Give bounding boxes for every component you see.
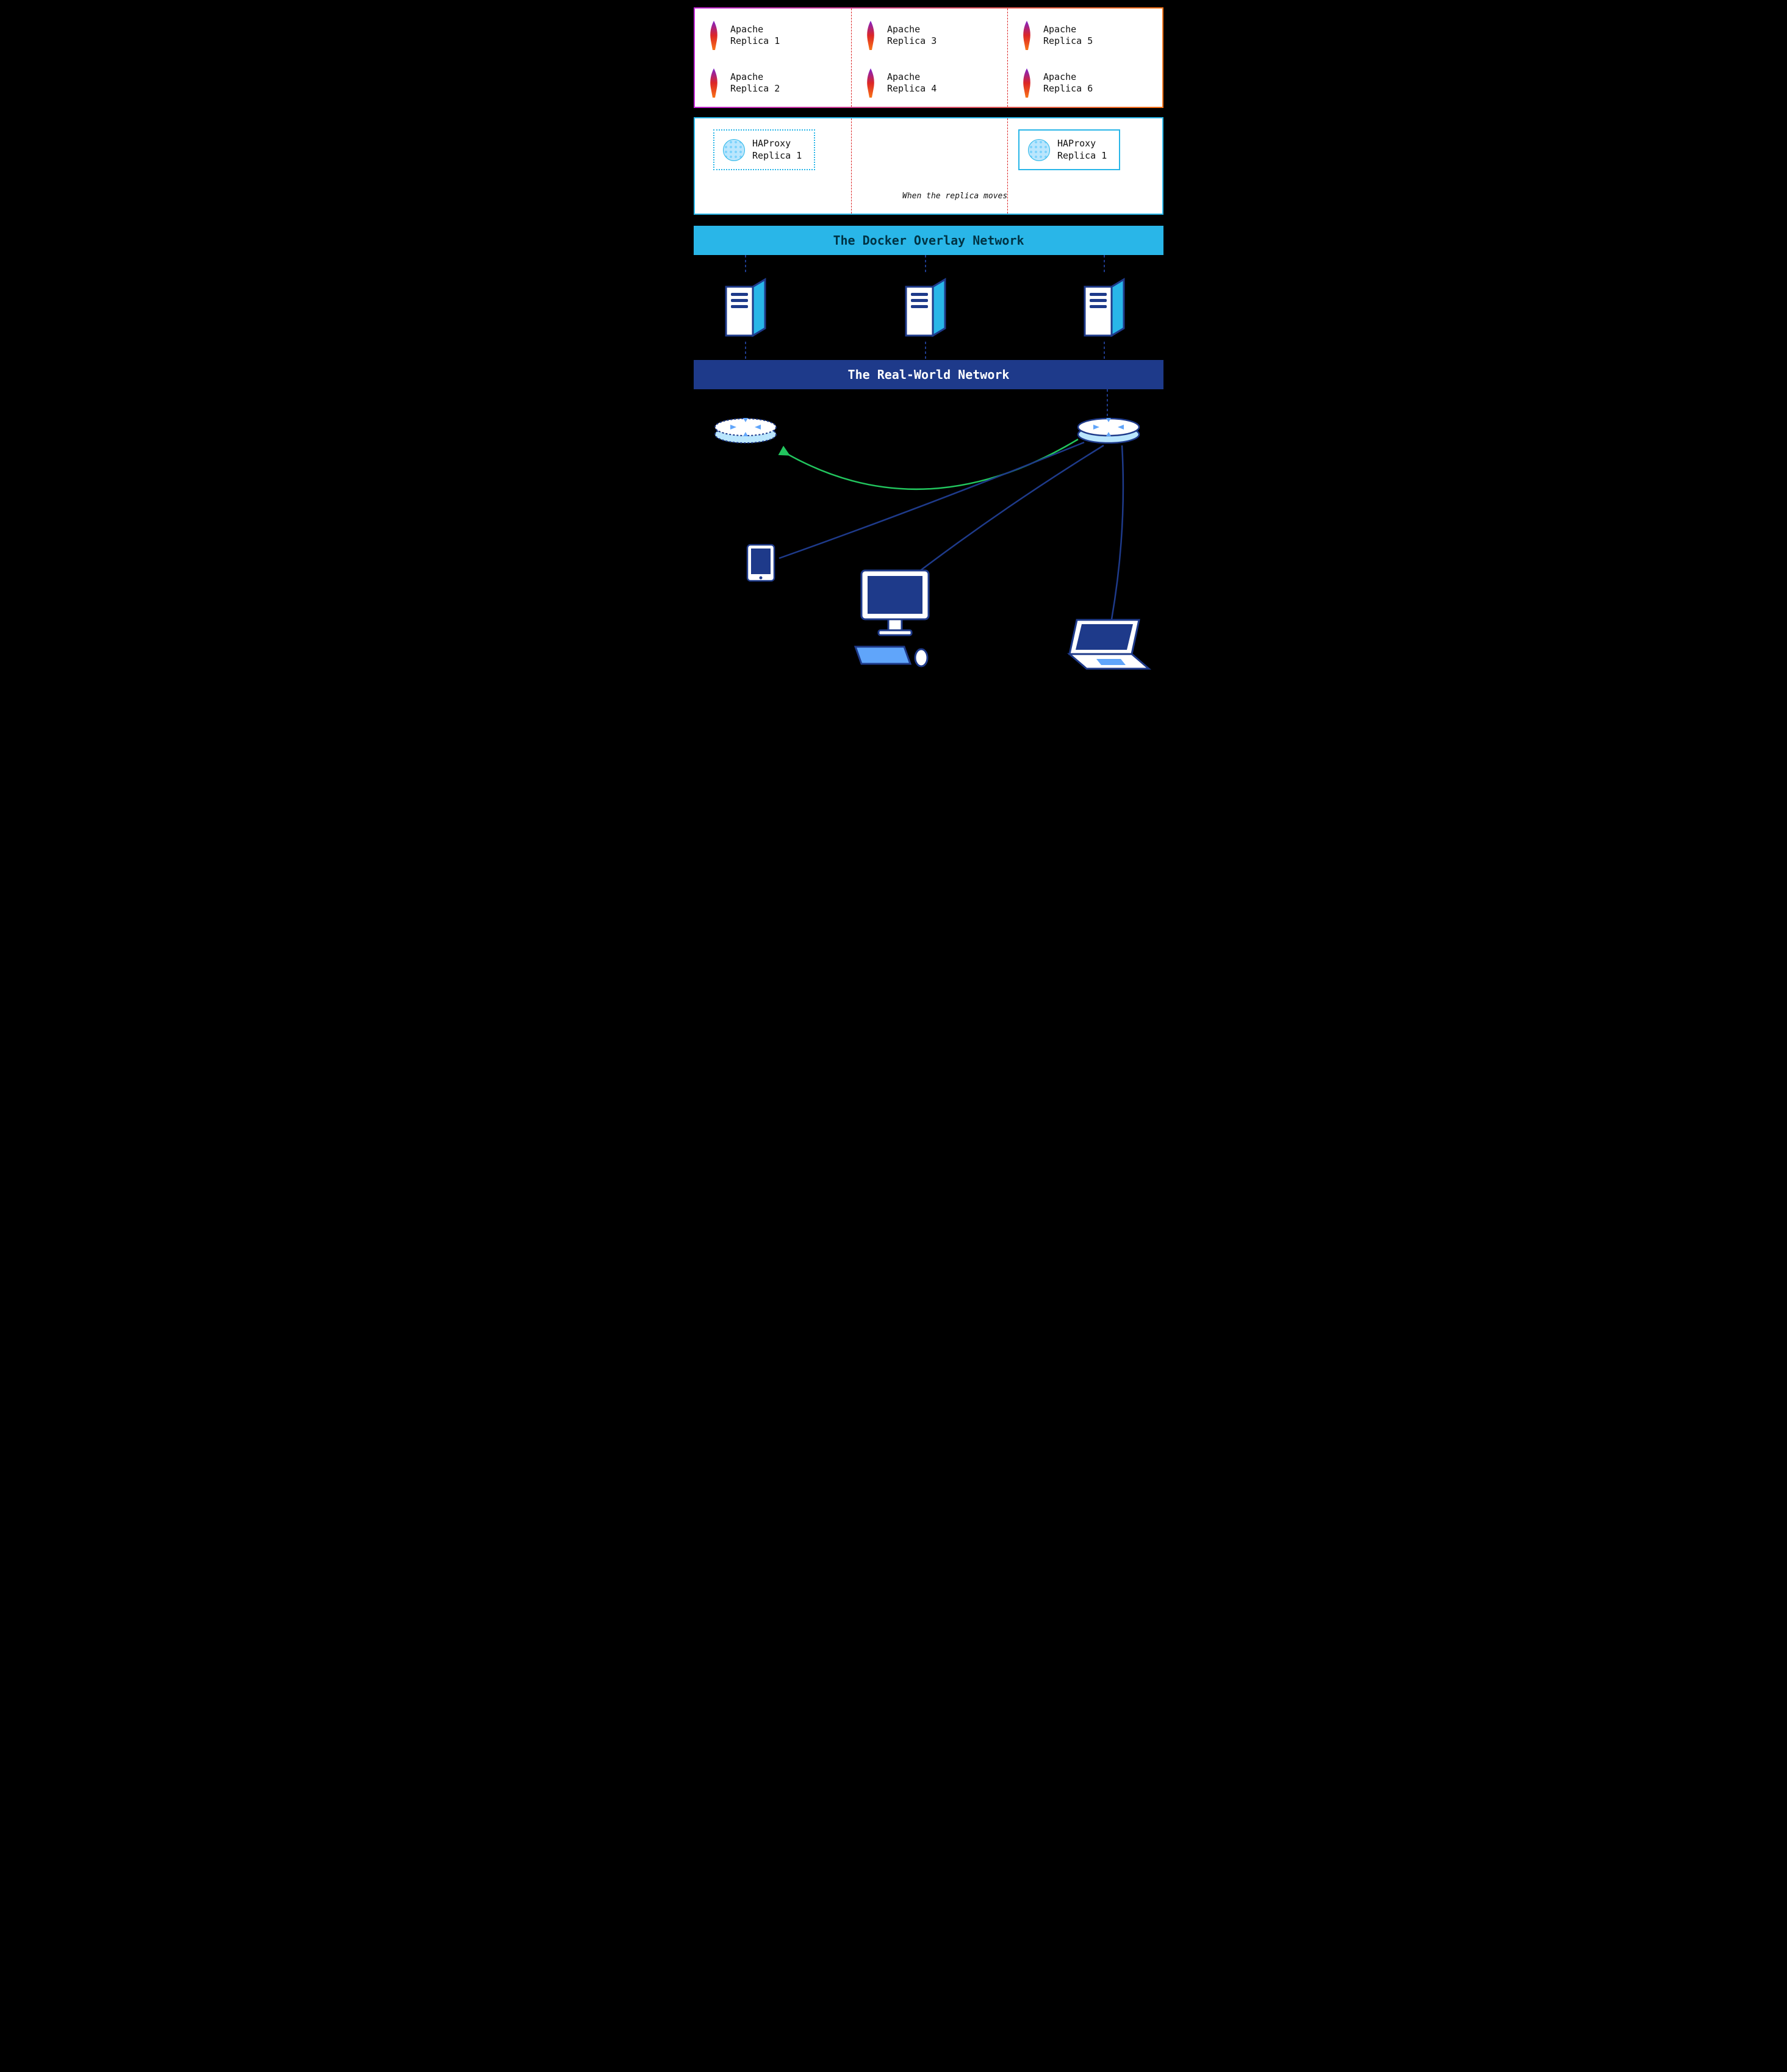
docker-overlay-network-bar: The Docker Overlay Network	[694, 226, 1163, 255]
move-annotation: When the replica moves	[902, 192, 1007, 201]
apache-replica-2: ApacheReplica 2	[706, 67, 780, 99]
haproxy-icon	[723, 139, 745, 161]
apache-feather-icon	[863, 67, 879, 99]
server-icon	[1080, 275, 1129, 342]
apache-label: ApacheReplica 6	[1043, 71, 1093, 95]
apache-replica-1: ApacheReplica 1	[706, 20, 780, 51]
apache-column-3: ApacheReplica 5 ApacheReplica 6	[1007, 9, 1163, 107]
tablet-icon	[746, 543, 776, 583]
router-icon-ghost	[712, 415, 779, 445]
apache-feather-icon	[1019, 20, 1035, 51]
desktop-icon	[849, 567, 941, 671]
apache-feather-icon	[863, 20, 879, 51]
apache-feather-icon	[1019, 67, 1035, 99]
haproxy-replica-active: HAProxyReplica 1	[1018, 129, 1120, 170]
apache-column-2: ApacheReplica 3 ApacheReplica 4	[851, 9, 1007, 107]
overlay-label: The Docker Overlay Network	[833, 233, 1024, 248]
haproxy-replica-ghost: HAProxyReplica 1	[713, 129, 815, 170]
apache-column-1: ApacheReplica 1 ApacheReplica 2	[695, 9, 851, 107]
apache-feather-icon	[706, 20, 722, 51]
architecture-diagram: ApacheReplica 1 ApacheReplica 2 ApacheRe…	[596, 0, 1191, 689]
apache-panel: ApacheReplica 1 ApacheReplica 2 ApacheRe…	[694, 7, 1163, 108]
laptop-icon	[1060, 616, 1151, 674]
realworld-label: The Real-World Network	[848, 367, 1010, 382]
haproxy-panel: HAProxyReplica 1 HAProxyReplica 1 When t…	[694, 117, 1163, 215]
divider	[851, 118, 852, 214]
real-world-network-bar: The Real-World Network	[694, 360, 1163, 389]
server-icon	[901, 275, 950, 342]
haproxy-label: HAProxyReplica 1	[1057, 138, 1107, 162]
apache-label: ApacheReplica 2	[730, 71, 780, 95]
apache-feather-icon	[706, 67, 722, 99]
apache-label: ApacheReplica 5	[1043, 24, 1093, 48]
haproxy-icon	[1028, 139, 1050, 161]
apache-replica-3: ApacheReplica 3	[863, 20, 937, 51]
apache-replica-6: ApacheReplica 6	[1019, 67, 1093, 99]
router-icon-active	[1075, 415, 1142, 445]
apache-replica-4: ApacheReplica 4	[863, 67, 937, 99]
server-icon	[721, 275, 770, 342]
haproxy-label: HAProxyReplica 1	[752, 138, 802, 162]
apache-label: ApacheReplica 4	[887, 71, 937, 95]
apache-label: ApacheReplica 3	[887, 24, 937, 48]
apache-label: ApacheReplica 1	[730, 24, 780, 48]
apache-replica-5: ApacheReplica 5	[1019, 20, 1093, 51]
